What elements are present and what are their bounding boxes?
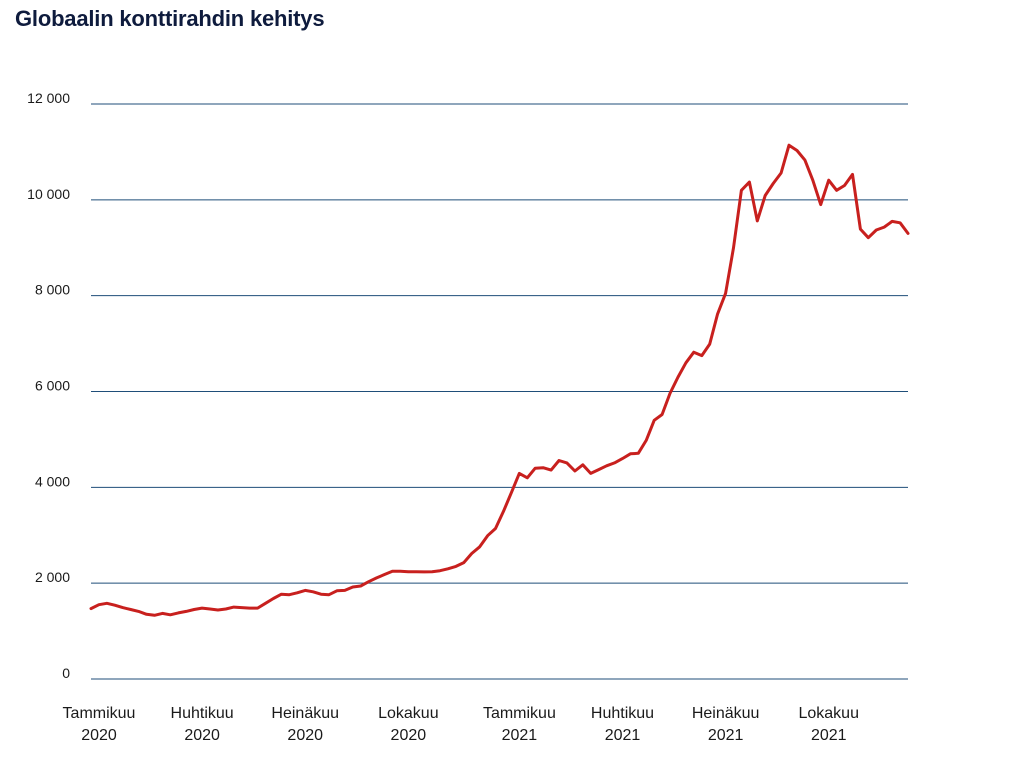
x-tick-year: 2021 bbox=[811, 727, 847, 744]
y-tick-label: 2 000 bbox=[35, 569, 70, 585]
x-tick-year: 2021 bbox=[605, 727, 641, 744]
x-tick-month: Tammikuu bbox=[63, 705, 136, 722]
y-tick-label: 10 000 bbox=[27, 186, 70, 202]
x-tick-year: 2021 bbox=[502, 727, 538, 744]
x-tick-month: Huhtikuu bbox=[591, 705, 654, 722]
x-tick-month: Heinäkuu bbox=[271, 705, 339, 722]
x-tick-year: 2020 bbox=[391, 727, 427, 744]
x-tick-month: Tammikuu bbox=[483, 705, 556, 722]
series-layer bbox=[89, 143, 910, 617]
grid-lines bbox=[91, 103, 908, 680]
y-tick-label: 12 000 bbox=[27, 90, 70, 106]
y-tick-label: 6 000 bbox=[35, 378, 70, 394]
y-tick-label: 8 000 bbox=[35, 282, 70, 298]
series-line bbox=[89, 143, 910, 617]
x-tick-year: 2020 bbox=[287, 727, 323, 744]
x-tick-year: 2020 bbox=[81, 727, 117, 744]
y-tick-label: 4 000 bbox=[35, 473, 70, 489]
x-tick-month: Lokakuu bbox=[798, 705, 859, 722]
x-tick-month: Lokakuu bbox=[378, 705, 439, 722]
x-tick-month: Heinäkuu bbox=[692, 705, 760, 722]
x-tick-month: Huhtikuu bbox=[171, 705, 234, 722]
x-tick-year: 2020 bbox=[184, 727, 220, 744]
x-tick-year: 2021 bbox=[708, 727, 744, 744]
x-axis-ticks: Tammikuu 2020 Huhtikuu 2020 Heinäkuu 2020 Loka… bbox=[63, 705, 859, 744]
y-axis-ticks: 0 2 000 4 000 6 000 8 000 10 000 12 000 bbox=[27, 90, 70, 681]
chart-title: Globaalin konttirahdin kehitys bbox=[15, 6, 325, 31]
y-tick-label: 0 bbox=[62, 665, 70, 681]
